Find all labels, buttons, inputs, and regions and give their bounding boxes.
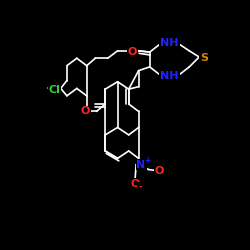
- Text: O: O: [81, 106, 90, 117]
- Text: O: O: [130, 179, 140, 189]
- Text: Cl: Cl: [48, 86, 60, 96]
- Text: -: -: [138, 183, 142, 192]
- Text: N: N: [136, 160, 146, 170]
- Text: S: S: [200, 53, 208, 63]
- Text: O: O: [128, 47, 137, 57]
- Text: O: O: [155, 166, 164, 176]
- Text: NH: NH: [160, 38, 179, 48]
- Text: +: +: [144, 156, 150, 165]
- Text: NH: NH: [160, 70, 179, 81]
